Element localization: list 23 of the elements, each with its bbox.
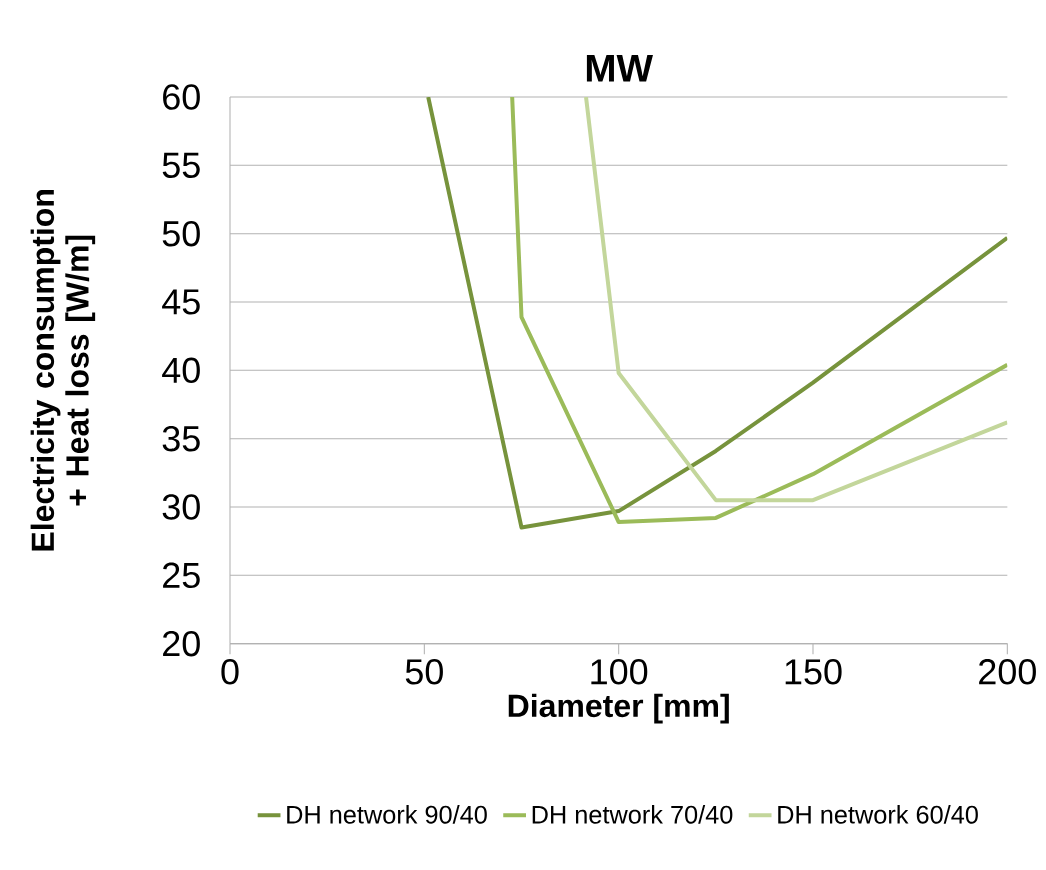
- y-tick-label: 20: [163, 630, 200, 657]
- line-series: [510, 97, 1008, 525]
- y-tick-label: 30: [162, 494, 200, 520]
- y-tick-label: 60: [163, 84, 200, 110]
- y-axis-title: Electricity consumption + Heat loss [W/m]: [30, 190, 96, 551]
- line-series: [584, 97, 1008, 503]
- legend-label: DH network 90/40: [287, 805, 487, 824]
- x-tick-label: 100: [591, 659, 648, 685]
- x-tick-label: 150: [785, 659, 842, 685]
- y-tick-label: 45: [162, 289, 200, 315]
- chart-title: MW: [586, 55, 653, 82]
- y-tick-label: 35: [162, 425, 200, 452]
- x-tick-label: 200: [979, 659, 1036, 685]
- y-tick-label: 40: [162, 357, 200, 384]
- x-tick-label: 0: [221, 659, 239, 685]
- legend-label: DH network 60/40: [778, 805, 978, 824]
- x-tick-label: 50: [405, 659, 443, 685]
- y-tick-label: 50: [162, 220, 200, 247]
- legend-label: DH network 70/40: [532, 805, 733, 824]
- y-tick-label: 55: [162, 152, 200, 178]
- x-axis-title: Diameter [mm]: [508, 693, 729, 724]
- y-tick-label: 25: [163, 562, 200, 589]
- line-series: [426, 97, 1008, 530]
